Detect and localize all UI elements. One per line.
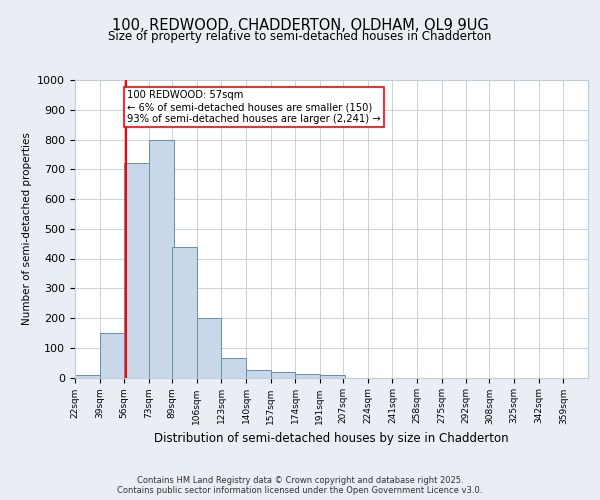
Bar — [246, 370, 271, 378]
Bar — [75, 375, 100, 378]
Bar — [172, 246, 197, 378]
Y-axis label: Number of semi-detached properties: Number of semi-detached properties — [22, 132, 32, 325]
Bar — [295, 374, 320, 378]
Bar — [197, 318, 221, 378]
Bar — [221, 358, 246, 378]
Bar — [124, 164, 149, 378]
Bar — [271, 372, 295, 378]
Bar — [320, 375, 344, 378]
Text: 100 REDWOOD: 57sqm
← 6% of semi-detached houses are smaller (150)
93% of semi-de: 100 REDWOOD: 57sqm ← 6% of semi-detached… — [127, 90, 381, 124]
X-axis label: Distribution of semi-detached houses by size in Chadderton: Distribution of semi-detached houses by … — [154, 432, 509, 445]
Bar — [149, 140, 173, 378]
Text: Contains HM Land Registry data © Crown copyright and database right 2025.
Contai: Contains HM Land Registry data © Crown c… — [118, 476, 482, 495]
Text: Size of property relative to semi-detached houses in Chadderton: Size of property relative to semi-detach… — [109, 30, 491, 43]
Text: 100, REDWOOD, CHADDERTON, OLDHAM, OL9 9UG: 100, REDWOOD, CHADDERTON, OLDHAM, OL9 9U… — [112, 18, 488, 32]
Bar — [100, 333, 124, 378]
